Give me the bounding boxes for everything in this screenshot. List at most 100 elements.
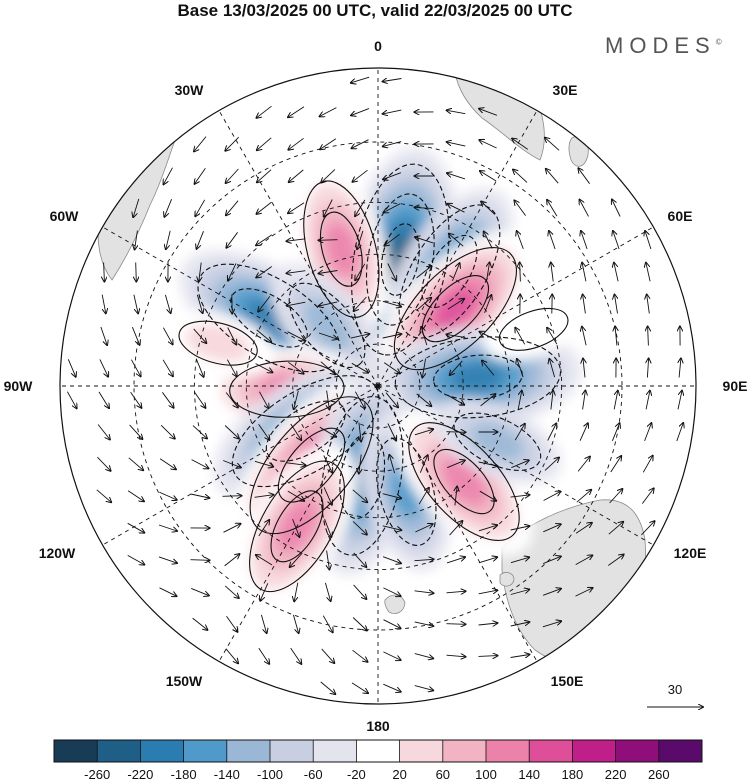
wind-arrow: [419, 455, 427, 473]
wind-arrow: [359, 422, 361, 442]
latitude-circle: [193, 201, 563, 571]
wind-arrow: [352, 617, 367, 631]
wind-arrow: [515, 328, 526, 345]
wind-arrow: [510, 622, 530, 627]
wind-arrow: [353, 169, 368, 182]
wind-arrow: [104, 262, 105, 282]
wind-arrow: [226, 615, 238, 632]
colorbar-label: 20: [392, 767, 406, 782]
wind-arrow: [227, 327, 237, 345]
wind-arrow: [414, 591, 434, 593]
wind-arrow: [575, 588, 593, 597]
wind-arrow: [484, 232, 493, 249]
map-disk: [60, 68, 696, 704]
colorbar-frame: [53, 739, 703, 763]
wind-arrow: [321, 169, 336, 182]
wind-arrow: [514, 200, 526, 216]
wind-arrow: [129, 424, 143, 439]
anomaly-fill-3-4: [434, 287, 477, 330]
wind-arrow: [479, 140, 497, 149]
wind-arrow: [127, 522, 145, 532]
wind-arrow: [416, 298, 431, 311]
anomaly-contour-0-1: [365, 193, 435, 326]
colorbar-swatch: [486, 740, 530, 762]
wind-arrow: [319, 301, 338, 306]
vector-scale: 30: [647, 682, 703, 707]
anomaly-contour-15-0: [178, 320, 258, 366]
anomaly-contour-1-1: [421, 234, 478, 309]
wind-arrow: [287, 331, 305, 341]
lon-label-120w: 120W: [39, 545, 76, 561]
colorbar-label: 260: [648, 767, 670, 782]
wind-arrow: [384, 233, 400, 245]
wind-arrow: [542, 589, 561, 596]
wind-arrow: [226, 168, 239, 183]
wind-arrow: [455, 487, 457, 506]
wind-arrow: [228, 263, 237, 280]
anomaly-fill-12-3: [441, 457, 487, 506]
wind-arrow: [288, 202, 305, 213]
wind-arrow: [223, 524, 241, 533]
brand-mark: ©: [715, 37, 722, 47]
wind-arrow: [288, 106, 305, 117]
wind-arrow: [447, 142, 466, 147]
wind-arrow: [542, 621, 561, 628]
wind-arrow: [323, 487, 332, 504]
wind-arrow: [256, 329, 272, 342]
colorbar-swatch: [529, 740, 573, 762]
wind-arrow: [446, 591, 466, 593]
wind-arrow: [582, 327, 587, 346]
wind-arrow: [290, 423, 301, 440]
wind-arrow: [387, 263, 396, 281]
wind-arrow: [292, 518, 300, 537]
anomaly-contour-5-0: [197, 263, 341, 373]
wind-arrow: [287, 490, 304, 501]
colorbar-label: 220: [605, 767, 627, 782]
wind-arrow: [254, 495, 274, 498]
wind-arrow: [577, 457, 590, 472]
wind-arrow: [383, 109, 402, 114]
wind-arrow: [324, 518, 332, 537]
wind-arrow: [480, 171, 497, 182]
wind-arrow: [384, 203, 401, 213]
wind-arrow: [612, 200, 621, 217]
wind-arrow: [478, 525, 497, 532]
wind-arrow: [194, 391, 206, 408]
brand-logo: MODES©: [605, 33, 722, 59]
wind-arrow: [543, 556, 561, 565]
wind-arrow: [352, 489, 367, 502]
wind-arrow: [164, 294, 170, 313]
lon-label-30e: 30E: [553, 82, 578, 98]
wind-arrow: [576, 490, 591, 503]
wind-arrow: [416, 393, 432, 406]
wind-arrow: [130, 391, 142, 408]
madagascar-land: [568, 136, 589, 167]
wind-arrow: [159, 587, 177, 596]
lon-label-60w: 60W: [50, 208, 80, 224]
lon-label-90w: 90W: [4, 378, 34, 394]
colorbar-swatch: [270, 740, 314, 762]
wind-arrow: [353, 584, 367, 599]
lon-label-0: 0: [374, 38, 382, 54]
wind-arrow: [162, 392, 173, 407]
colorbar-swatch: [356, 740, 401, 762]
wind-arrow: [258, 296, 271, 311]
wind-arrow: [446, 655, 466, 657]
wind-arrow: [418, 488, 429, 505]
wind-arrow: [290, 552, 303, 567]
wind-arrow: [359, 454, 361, 474]
wind-arrow: [446, 432, 466, 433]
latitude-circle: [292, 300, 464, 472]
wind-arrow: [164, 199, 173, 217]
wind-arrow: [382, 556, 401, 564]
wind-arrow: [162, 359, 173, 376]
wind-arrow: [479, 490, 496, 501]
graticule: [60, 68, 696, 704]
wind-arrow: [517, 359, 524, 378]
wind-arrow: [382, 334, 402, 339]
wind-arrow: [287, 301, 306, 306]
wind-arrow: [510, 495, 530, 497]
colorbar: -260 -220 -180 -140 -100 -60 -20 20 60 100 140 180 2…: [53, 739, 703, 782]
colorbar-label: -20: [347, 767, 366, 782]
wind-arrow: [543, 524, 560, 533]
